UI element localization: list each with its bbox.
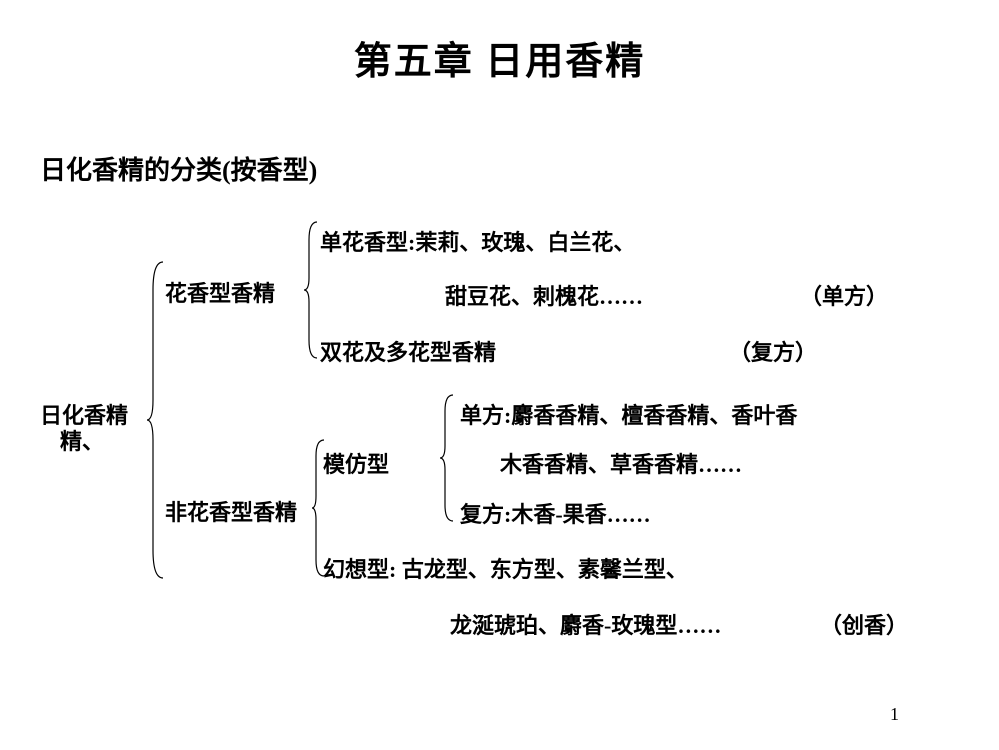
fantasy-cont: 龙涎琥珀、麝香-玫瑰型…… [450, 608, 721, 640]
fantasy-note: （创香） [820, 608, 908, 640]
page-number: 1 [890, 704, 899, 725]
brace-imitate [438, 393, 458, 523]
brace-root [145, 260, 169, 580]
floral-single-note: （单方） [800, 279, 888, 311]
floral-single: 单花香型:茉莉、玫瑰、白兰花、 [320, 225, 635, 257]
imitate-single: 单方:麝香香精、檀香香精、香叶香 [460, 398, 797, 430]
fantasy-label: 幻想型: 古龙型、东方型、素馨兰型、 [323, 552, 688, 584]
imitate-label: 模仿型 [323, 447, 389, 479]
root-label-cont: 精、 [60, 424, 104, 456]
floral-single-cont: 甜豆花、刺槐花…… [445, 279, 643, 311]
imitate-single-cont: 木香香精、草香香精…… [500, 447, 742, 479]
subtitle: 日化香精的分类(按香型) [40, 150, 317, 187]
chapter-title: 第五章 日用香精 [0, 0, 999, 85]
branch-floral: 花香型香精 [165, 276, 275, 308]
brace-floral [302, 220, 322, 360]
imitate-compound: 复方:木香-果香…… [460, 497, 651, 529]
floral-multi: 双花及多花型香精 [320, 335, 496, 367]
floral-multi-note: （复方） [729, 335, 817, 367]
branch-nonfloral: 非花香型香精 [165, 495, 297, 527]
